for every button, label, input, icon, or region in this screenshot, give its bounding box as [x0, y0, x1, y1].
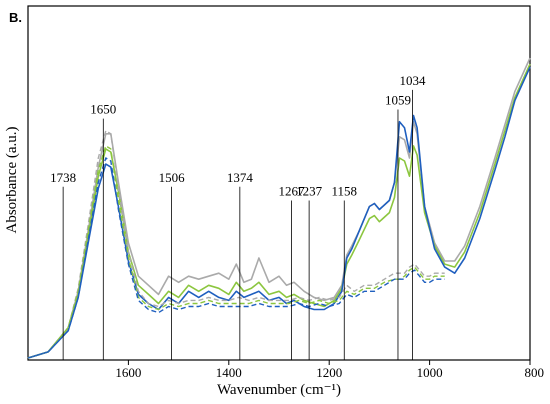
series-line-6-dashed: [27, 157, 445, 359]
x-tick-label-1200: 1200: [316, 365, 342, 380]
annotation-label-1237: 1237: [296, 183, 323, 198]
series-layer: [27, 57, 531, 359]
annotation-label-1034: 1034: [400, 73, 427, 88]
annotation-label-1650: 1650: [90, 102, 116, 117]
series-line-4-dashed: [27, 130, 445, 359]
annotation-label-1158: 1158: [331, 183, 357, 198]
x-tick-label-1400: 1400: [216, 365, 242, 380]
annotation-label-1374: 1374: [227, 170, 254, 185]
x-tick-label-1000: 1000: [417, 365, 443, 380]
x-tick-label-800: 800: [525, 365, 545, 380]
annotation-label-1267: 1267: [279, 183, 306, 198]
series-line-5-dashed: [27, 145, 445, 359]
annotation-label-1059: 1059: [385, 93, 411, 108]
x-axis-title: Wavenumber (cm⁻¹): [217, 382, 341, 398]
panel-label: B.: [9, 10, 22, 25]
plot-frame: [27, 5, 531, 361]
y-axis-title: Absorbance (a.u.): [4, 126, 20, 233]
x-axis-ticks: 1600 1400 1200 1000 800: [115, 360, 544, 380]
x-tick-label-1600: 1600: [115, 365, 141, 380]
annotation-label-1738: 1738: [50, 170, 76, 185]
annotation-label-1506: 1506: [159, 170, 186, 185]
